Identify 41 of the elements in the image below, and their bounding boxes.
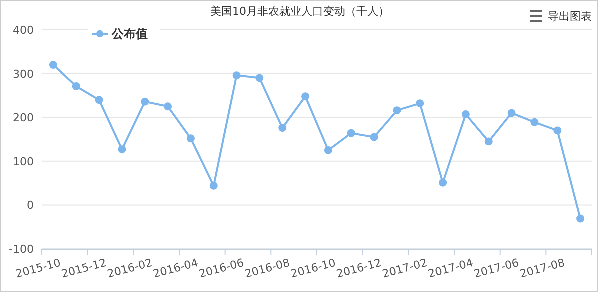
point xyxy=(141,98,150,106)
point xyxy=(278,124,287,132)
x-tick-label: 2017-02 xyxy=(381,256,429,281)
point xyxy=(324,146,332,154)
y-tick-label: 0 xyxy=(27,199,34,212)
point xyxy=(576,214,585,223)
point xyxy=(554,126,562,135)
point xyxy=(530,118,539,126)
point xyxy=(439,178,448,187)
y-tick-label: 400 xyxy=(13,24,34,37)
point xyxy=(302,92,310,101)
text: 导出图表 xyxy=(548,10,592,23)
chart-title: 美国10月非农就业人口变动（千人） xyxy=(210,5,390,18)
point xyxy=(186,134,195,143)
point xyxy=(462,110,470,119)
point xyxy=(95,96,104,104)
x-tick-label: 2016-12 xyxy=(335,256,384,281)
x-tick-label: 2015-10 xyxy=(14,256,62,281)
point xyxy=(370,133,378,142)
x-tick-label: 2016-10 xyxy=(289,256,338,281)
x-tick-label: 2016-02 xyxy=(106,256,154,281)
x-tick-label: 2015-12 xyxy=(60,256,108,281)
point xyxy=(72,82,80,90)
point xyxy=(508,109,516,118)
point xyxy=(210,182,218,190)
point xyxy=(416,100,424,108)
legend-label: 公布值 xyxy=(111,27,148,41)
point xyxy=(232,72,241,80)
y-tick-label: 100 xyxy=(13,155,34,168)
point xyxy=(256,74,264,82)
y-tick-label: -100 xyxy=(9,243,34,256)
x-tick-label: 2017-08 xyxy=(518,256,566,281)
point xyxy=(164,102,172,111)
point xyxy=(49,61,58,70)
point xyxy=(118,146,126,154)
point xyxy=(347,129,356,138)
point xyxy=(393,106,402,115)
y-tick-label: 300 xyxy=(13,68,34,81)
point xyxy=(484,138,493,146)
y-tick-label: 200 xyxy=(13,112,34,125)
x-tick-label: 2016-08 xyxy=(244,256,292,281)
